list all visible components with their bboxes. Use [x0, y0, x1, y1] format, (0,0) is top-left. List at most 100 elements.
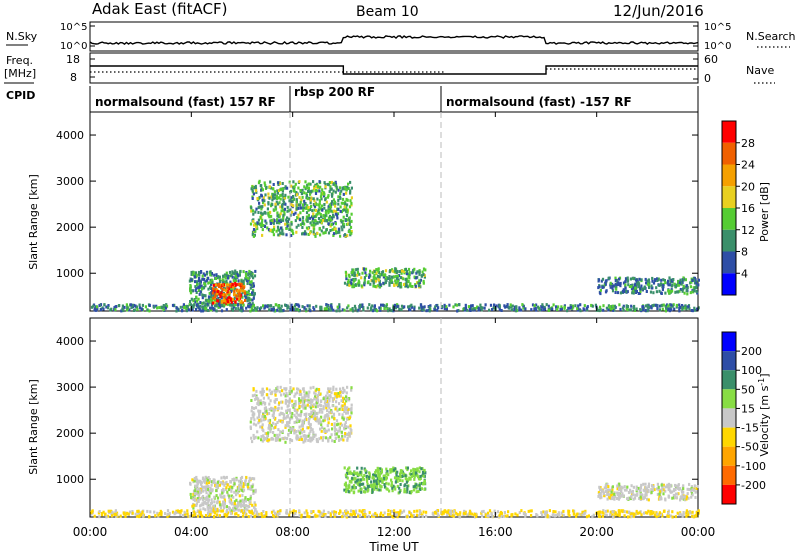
heatmap-cell — [268, 427, 271, 431]
heatmap-cell — [233, 479, 236, 483]
heatmap-cell — [276, 225, 280, 229]
heatmap-cell — [307, 190, 310, 193]
heatmap-cell — [292, 405, 295, 409]
heatmap-cell — [530, 514, 533, 517]
heatmap-cell — [297, 186, 300, 190]
heatmap-cell — [212, 296, 215, 300]
heatmap-cell — [222, 503, 225, 507]
heatmap-cell — [599, 492, 602, 496]
heatmap-cell — [290, 307, 293, 311]
heatmap-cell — [444, 509, 447, 513]
heatmap-cell — [141, 510, 144, 514]
heatmap-cell — [312, 212, 315, 216]
heatmap-cell — [279, 385, 282, 389]
heatmap-cell — [618, 303, 621, 307]
heatmap-cell — [377, 277, 380, 281]
heatmap-cell — [234, 281, 237, 285]
heatmap-cell — [599, 288, 602, 292]
heatmap-cell — [627, 491, 631, 494]
heatmap-cell — [251, 302, 254, 306]
heatmap-cell — [350, 480, 353, 484]
heatmap-cell — [291, 200, 294, 203]
heatmap-cell — [271, 414, 274, 418]
heatmap-cell — [202, 501, 205, 505]
heatmap-cell — [371, 304, 374, 308]
heatmap-cell — [116, 515, 119, 518]
heatmap-cell — [267, 211, 270, 215]
heatmap-cell — [316, 212, 319, 216]
heatmap-cell — [354, 509, 358, 513]
heatmap-cell — [605, 306, 608, 310]
heatmap-cell — [677, 486, 680, 490]
heatmap-cell — [297, 203, 300, 207]
heatmap-cell — [192, 506, 195, 510]
heatmap-cell — [350, 409, 353, 413]
heatmap-cell — [697, 278, 700, 282]
heatmap-cell — [349, 512, 352, 516]
heatmap-cell — [302, 403, 305, 407]
heatmap-cell — [662, 492, 665, 496]
freq-left-label-1: Freq. — [6, 54, 33, 67]
heatmap-cell — [440, 512, 443, 515]
heatmap-cell — [276, 407, 279, 411]
heatmap-cell — [469, 511, 472, 515]
heatmap-cell — [312, 510, 315, 513]
heatmap-cell — [299, 390, 302, 394]
heatmap-cell — [476, 305, 479, 309]
heatmap-cell — [278, 401, 281, 405]
heatmap-cell — [284, 398, 287, 402]
heatmap-cell — [302, 406, 305, 410]
heatmap-cell — [355, 268, 358, 272]
heatmap-cell — [408, 276, 411, 280]
heatmap-cell — [680, 281, 683, 285]
y-tick-label: 2000 — [56, 221, 84, 234]
heatmap-cell — [298, 397, 301, 401]
heatmap-cell — [107, 306, 110, 310]
heatmap-cell — [649, 290, 653, 294]
heatmap-cell — [463, 307, 466, 311]
heatmap-cell — [290, 196, 293, 200]
heatmap-cell — [209, 503, 212, 507]
heatmap-cell — [342, 215, 345, 219]
heatmap-cell — [277, 304, 280, 308]
heatmap-cell — [234, 287, 237, 291]
heatmap-cell — [445, 305, 448, 309]
heatmap-cell — [312, 385, 315, 389]
heatmap-cell — [209, 280, 212, 284]
heatmap-cell — [402, 472, 406, 476]
heatmap-cell — [204, 508, 207, 512]
heatmap-cell — [247, 271, 251, 275]
heatmap-cell — [105, 305, 108, 309]
heatmap-cell — [348, 230, 351, 233]
heatmap-cell — [342, 223, 345, 226]
heatmap-cell — [307, 426, 310, 430]
heatmap-cell — [114, 509, 117, 513]
colorbar-tick-label: 16 — [741, 202, 755, 215]
heatmap-cell — [189, 300, 192, 303]
heatmap-cell — [330, 187, 333, 191]
heatmap-cell — [664, 497, 667, 501]
heatmap-cell — [317, 391, 320, 395]
heatmap-cell — [287, 404, 290, 408]
heatmap-cell — [681, 497, 684, 500]
heatmap-cell — [233, 303, 236, 307]
heatmap-cell — [229, 303, 232, 307]
heatmap-cell — [493, 303, 496, 307]
heatmap-cell — [272, 416, 275, 420]
heatmap-cell — [363, 515, 366, 518]
heatmap-cell — [301, 421, 304, 424]
heatmap-cell — [192, 299, 195, 303]
heatmap-cell — [378, 275, 381, 279]
heatmap-cell — [231, 275, 234, 279]
heatmap-cell — [419, 303, 423, 307]
heatmap-cell — [652, 304, 655, 308]
heatmap-cell — [204, 496, 207, 500]
heatmap-cell — [249, 494, 252, 498]
heatmap-cell — [210, 298, 213, 302]
heatmap-cell — [599, 305, 602, 309]
heatmap-cell — [201, 514, 204, 518]
heatmap-cell — [344, 432, 347, 435]
heatmap-cell — [341, 404, 344, 408]
heatmap-cell — [244, 496, 247, 500]
heatmap-cell — [339, 422, 342, 426]
